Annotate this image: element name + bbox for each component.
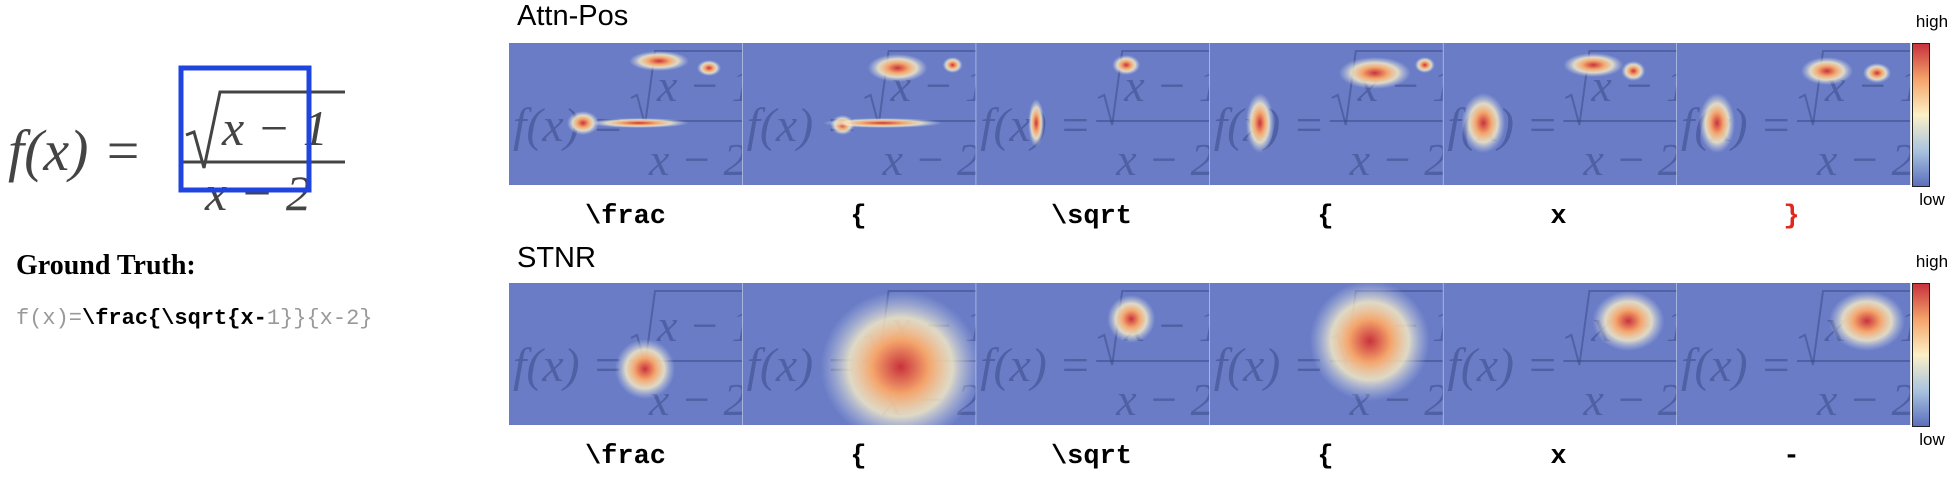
colorbar-high-label: high xyxy=(1915,252,1949,271)
heatmap-panel: f(x) =x − 1x − 2 xyxy=(1209,43,1455,185)
sqrt-sign xyxy=(185,90,345,169)
heatmap-panel: f(x) =x − 1x − 2 xyxy=(742,283,988,425)
token-error: } xyxy=(1783,202,1800,232)
svg-text:x − 2: x − 2 xyxy=(1816,374,1911,425)
heatmap-panel: f(x) =x − 1x − 2 xyxy=(976,283,1222,425)
formula-svg: f(x) = x − 1 x − 2 xyxy=(8,65,345,221)
ground-truth-heading: Ground Truth: xyxy=(16,250,196,281)
colorbar-high-label: high xyxy=(1915,12,1949,31)
source-formula-image: f(x) = x − 1 x − 2 xyxy=(0,40,360,230)
heatmap-panel: f(x) =x − 1x − 2 xyxy=(1677,43,1911,185)
token: \sqrt xyxy=(1050,442,1132,472)
token: { xyxy=(1317,442,1334,472)
svg-text:f(x) =: f(x) = xyxy=(1447,339,1558,392)
heatmap-panel: f(x) =x − 1x − 2 xyxy=(509,43,754,185)
heatmap-panel: f(x) =x − 1x − 2 xyxy=(1677,283,1911,425)
svg-text:x − 2: x − 2 xyxy=(1115,374,1213,425)
heatmap-panel: f(x) =x − 1x − 2 xyxy=(1209,283,1455,425)
heatmap-panel: f(x) =x − 1x − 2 xyxy=(509,283,754,425)
token: \sqrt xyxy=(1050,202,1132,232)
token: x xyxy=(1550,202,1567,232)
token: - xyxy=(1783,442,1800,472)
gt-token-prefix: f(x)= xyxy=(16,306,83,331)
token: { xyxy=(850,202,867,232)
token-row-attn-pos: \frac { \sqrt { x } xyxy=(509,202,1911,238)
token: x xyxy=(1550,442,1567,472)
row-title-attn-pos: Attn-Pos xyxy=(517,0,629,32)
svg-text:x − 2: x − 2 xyxy=(1816,134,1911,185)
token: \frac xyxy=(584,202,666,232)
heatmap-panel: f(x) =x − 1x − 2 xyxy=(742,43,988,185)
ground-truth-sequence: f(x)=\frac{\sqrt{x-1}}{x-2} xyxy=(16,306,372,331)
attention-map-strip-stnr: f(x) =x − 1x − 2f(x) =x − 1x − 2f(x) =x … xyxy=(509,283,1911,425)
svg-text:x − 2: x − 2 xyxy=(1115,134,1213,185)
colorbar-stnr xyxy=(1912,283,1930,427)
formula-denominator: x − 2 xyxy=(204,165,311,221)
svg-text:f(x) =: f(x) = xyxy=(513,339,624,392)
token: { xyxy=(1317,202,1334,232)
token-row-stnr: \frac { \sqrt { x - xyxy=(509,442,1911,478)
heatmap-svg: f(x) =x − 1x − 2f(x) =x − 1x − 2f(x) =x … xyxy=(509,43,1911,185)
svg-text:x − 1: x − 1 xyxy=(656,300,754,351)
svg-text:x − 2: x − 2 xyxy=(648,134,746,185)
heatmap-panel: f(x) =x − 1x − 2 xyxy=(1443,283,1689,425)
svg-text:x − 1: x − 1 xyxy=(1123,60,1221,111)
row-title-stnr: STNR xyxy=(517,242,596,274)
colorbar-attn-pos xyxy=(1912,43,1930,187)
formula-numerator: x − 1 xyxy=(221,100,328,156)
heatmap-panel: f(x) =x − 1x − 2 xyxy=(1443,43,1689,185)
svg-text:x − 2: x − 2 xyxy=(882,134,980,185)
gt-token-suffix: 1}}{x-2} xyxy=(266,306,373,331)
heatmap-panel: f(x) =x − 1x − 2 xyxy=(976,43,1222,185)
colorbar-low-label: low xyxy=(1919,190,1945,209)
token: { xyxy=(850,442,867,472)
formula-fx: f(x) = xyxy=(8,118,142,183)
heatmap-svg: f(x) =x − 1x − 2f(x) =x − 1x − 2f(x) =x … xyxy=(509,283,1911,425)
svg-text:f(x) =: f(x) = xyxy=(1681,99,1792,152)
gt-token-current: \frac{\sqrt{x- xyxy=(82,306,267,331)
svg-text:x − 2: x − 2 xyxy=(1349,134,1447,185)
svg-text:x − 2: x − 2 xyxy=(1582,374,1680,425)
svg-text:f(x) =: f(x) = xyxy=(1681,339,1792,392)
colorbar-low-label: low xyxy=(1919,430,1945,449)
attention-box xyxy=(178,65,312,193)
svg-text:f(x) =: f(x) = xyxy=(980,339,1091,392)
svg-text:x − 2: x − 2 xyxy=(1582,134,1680,185)
token: \frac xyxy=(584,442,666,472)
attention-map-strip-attn-pos: f(x) =x − 1x − 2f(x) =x − 1x − 2f(x) =x … xyxy=(509,43,1911,185)
svg-text:f(x) =: f(x) = xyxy=(1214,339,1325,392)
